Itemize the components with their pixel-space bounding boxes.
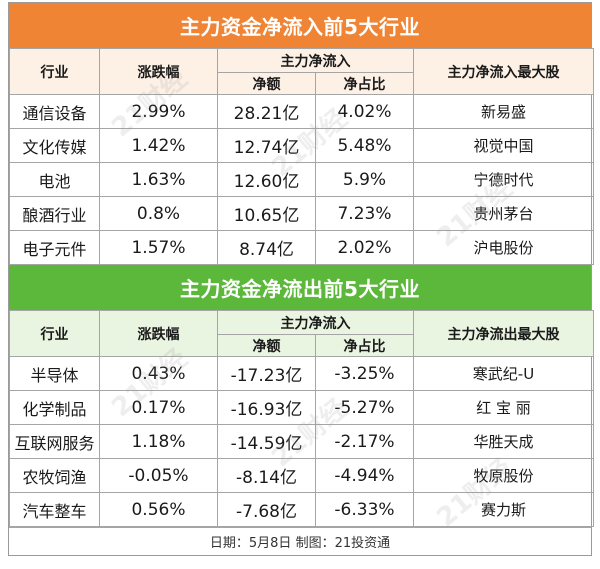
stock-cell: 赛力斯: [413, 492, 594, 527]
industry-cell: 文化传媒: [9, 128, 100, 163]
ratio-cell: -6.33%: [315, 492, 414, 527]
table-row: 电子元件 1.57% 8.74亿 2.02% 沪电股份: [9, 230, 594, 265]
table-row: 电池 1.63% 12.60亿 5.9% 宁德时代: [9, 162, 594, 197]
table-row: 化学制品 0.17% -16.93亿 -5.27% 红 宝 丽: [9, 390, 594, 425]
amount-cell: 12.60亿: [217, 162, 316, 197]
change-cell: 1.42%: [99, 128, 218, 163]
table-row: 半导体 0.43% -17.23亿 -3.25% 寒武纪-U: [9, 356, 594, 391]
table-row: 酿酒行业 0.8% 10.65亿 7.23% 贵州茅台: [9, 196, 594, 231]
amount-cell: 28.21亿: [217, 94, 316, 129]
stock-cell: 寒武纪-U: [413, 356, 594, 391]
ratio-cell: -3.25%: [315, 356, 414, 391]
ratio-cell: -5.27%: [315, 390, 414, 425]
ratio-cell: 7.23%: [315, 196, 414, 231]
stock-cell: 华胜天成: [413, 424, 594, 459]
change-cell: 0.56%: [99, 492, 218, 527]
table-row: 互联网服务 1.18% -14.59亿 -2.17% 华胜天成: [9, 424, 594, 459]
industry-cell: 农牧饲渔: [9, 458, 100, 493]
inflow-header-amount: 净额: [217, 72, 316, 95]
change-cell: 1.57%: [99, 230, 218, 265]
industry-cell: 电子元件: [9, 230, 100, 265]
table-row: 文化传媒 1.42% 12.74亿 5.48% 视觉中国: [9, 128, 594, 163]
outflow-header-change: 涨跌幅: [99, 310, 218, 357]
outflow-header-industry: 行业: [9, 310, 100, 357]
change-cell: 2.99%: [99, 94, 218, 129]
industry-cell: 化学制品: [9, 390, 100, 425]
change-cell: 1.63%: [99, 162, 218, 197]
industry-cell: 电池: [9, 162, 100, 197]
amount-cell: 8.74亿: [217, 230, 316, 265]
amount-cell: 10.65亿: [217, 196, 316, 231]
inflow-header-group: 主力净流入: [217, 48, 414, 73]
ratio-cell: -4.94%: [315, 458, 414, 493]
stock-cell: 沪电股份: [413, 230, 594, 265]
change-cell: 0.17%: [99, 390, 218, 425]
stock-cell: 新易盛: [413, 94, 594, 129]
industry-cell: 半导体: [9, 356, 100, 391]
table-row: 农牧饲渔 -0.05% -8.14亿 -4.94% 牧原股份: [9, 458, 594, 493]
outflow-header-ratio: 净占比: [315, 334, 414, 357]
amount-cell: -16.93亿: [217, 390, 316, 425]
change-cell: -0.05%: [99, 458, 218, 493]
inflow-header-top-stock: 主力净流入最大股: [413, 48, 594, 95]
ratio-cell: 5.9%: [315, 162, 414, 197]
stock-cell: 宁德时代: [413, 162, 594, 197]
stock-cell: 视觉中国: [413, 128, 594, 163]
stock-cell: 牧原股份: [413, 458, 594, 493]
outflow-header-amount: 净额: [217, 334, 316, 357]
inflow-table: 行业 涨跌幅 主力净流入 主力净流入最大股 净额 净占比 通信设备 2.99% …: [9, 48, 594, 265]
ratio-cell: 5.48%: [315, 128, 414, 163]
ratio-cell: 4.02%: [315, 94, 414, 129]
outflow-table: 行业 涨跌幅 主力净流入 主力净流出最大股 净额 净占比 半导体 0.43% -…: [9, 310, 594, 527]
change-cell: 0.43%: [99, 356, 218, 391]
table-row: 汽车整车 0.56% -7.68亿 -6.33% 赛力斯: [9, 492, 594, 527]
amount-cell: -8.14亿: [217, 458, 316, 493]
outflow-header-top-stock: 主力净流出最大股: [413, 310, 594, 357]
amount-cell: 12.74亿: [217, 128, 316, 163]
inflow-title: 主力资金净流入前5大行业: [9, 3, 591, 48]
inflow-header-change: 涨跌幅: [99, 48, 218, 95]
change-cell: 1.18%: [99, 424, 218, 459]
stock-cell: 贵州茅台: [413, 196, 594, 231]
ratio-cell: 2.02%: [315, 230, 414, 265]
outflow-header-group: 主力净流入: [217, 310, 414, 335]
footer-credit: 日期：5月8日 制图：21投资通: [9, 527, 591, 555]
change-cell: 0.8%: [99, 196, 218, 231]
amount-cell: -17.23亿: [217, 356, 316, 391]
amount-cell: -14.59亿: [217, 424, 316, 459]
industry-cell: 通信设备: [9, 94, 100, 129]
amount-cell: -7.68亿: [217, 492, 316, 527]
industry-cell: 汽车整车: [9, 492, 100, 527]
table-row: 通信设备 2.99% 28.21亿 4.02% 新易盛: [9, 94, 594, 129]
industry-cell: 酿酒行业: [9, 196, 100, 231]
industry-cell: 互联网服务: [9, 424, 100, 459]
stock-cell: 红 宝 丽: [413, 390, 594, 425]
outflow-title: 主力资金净流出前5大行业: [9, 265, 591, 310]
inflow-header-ratio: 净占比: [315, 72, 414, 95]
ratio-cell: -2.17%: [315, 424, 414, 459]
inflow-header-industry: 行业: [9, 48, 100, 95]
capital-flow-table: 主力资金净流入前5大行业 行业 涨跌幅 主力净流入 主力净流入最大股 净额 净占…: [8, 2, 594, 556]
